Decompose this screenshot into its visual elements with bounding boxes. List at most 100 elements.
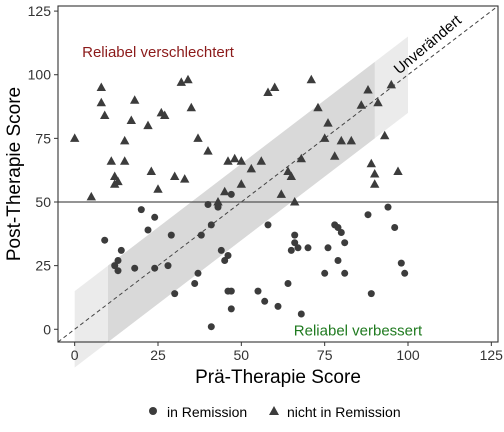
point-nicht-in-remission — [323, 118, 333, 127]
point-in-remission — [324, 244, 332, 252]
point-nicht-in-remission — [246, 163, 256, 173]
point-nicht-in-remission — [160, 110, 170, 119]
point-nicht-in-remission — [373, 97, 383, 107]
point-in-remission — [164, 262, 172, 270]
identity-line — [57, 5, 499, 343]
point-in-remission — [204, 201, 212, 208]
point-nicht-in-remission — [366, 158, 376, 168]
point-in-remission — [207, 323, 215, 331]
point-nicht-in-remission — [313, 102, 323, 112]
legend-circle-icon — [149, 407, 157, 415]
point-in-remission — [341, 269, 349, 277]
point-in-remission — [337, 229, 345, 236]
point-nicht-in-remission — [386, 79, 396, 89]
point-nicht-in-remission — [113, 176, 123, 186]
point-in-remission — [227, 305, 235, 313]
point-in-remission — [101, 236, 109, 244]
point-in-remission — [151, 264, 159, 272]
plot-border — [57, 5, 499, 343]
point-nicht-in-remission — [296, 153, 306, 163]
point-nicht-in-remission — [96, 82, 106, 91]
x-tick-label: 100 — [396, 347, 420, 363]
point-in-remission — [284, 280, 292, 287]
point-in-remission — [384, 203, 392, 211]
point-nicht-in-remission — [270, 82, 280, 91]
x-tick-label: 75 — [317, 347, 333, 363]
annotation-worsened: Reliabel verschlechtert — [82, 44, 235, 61]
point-nicht-in-remission — [120, 135, 130, 145]
point-nicht-in-remission — [186, 102, 196, 112]
point-in-remission — [291, 231, 299, 239]
point-in-remission — [191, 280, 199, 287]
point-in-remission — [227, 190, 235, 198]
point-nicht-in-remission — [290, 197, 300, 206]
point-in-remission — [304, 244, 312, 252]
data-points — [70, 74, 409, 331]
x-tick-label: 25 — [150, 347, 166, 363]
point-nicht-in-remission — [320, 133, 330, 142]
point-in-remission — [144, 226, 152, 234]
point-nicht-in-remission — [370, 179, 380, 188]
annotation-improved: Reliabel verbessert — [294, 323, 423, 340]
legend-label-nicht-in-remission: nicht in Remission — [287, 404, 401, 420]
point-in-remission — [287, 246, 295, 254]
x-tick-label: 0 — [71, 347, 79, 363]
point-in-remission — [217, 246, 225, 254]
point-nicht-in-remission — [346, 135, 356, 145]
point-in-remission — [391, 224, 399, 231]
y-tick-label: 0 — [43, 321, 51, 337]
point-in-remission — [117, 246, 125, 254]
point-in-remission — [397, 259, 405, 267]
point-in-remission — [367, 290, 375, 298]
x-axis-title: Prä-Therapie Score — [195, 367, 361, 388]
point-in-remission — [224, 252, 232, 259]
point-nicht-in-remission — [213, 197, 223, 206]
legend: in Remission nicht in Remission — [149, 404, 401, 420]
point-nicht-in-remission — [183, 74, 193, 84]
point-nicht-in-remission — [306, 74, 316, 84]
y-axis-title: Post-Therapie Score — [4, 87, 25, 261]
point-in-remission — [114, 267, 122, 275]
point-nicht-in-remission — [283, 166, 293, 175]
point-nicht-in-remission — [220, 186, 230, 196]
point-in-remission — [401, 269, 409, 277]
point-in-remission — [294, 244, 302, 252]
point-in-remission — [131, 264, 139, 272]
point-nicht-in-remission — [96, 97, 106, 107]
point-nicht-in-remission — [120, 156, 130, 165]
point-nicht-in-remission — [223, 156, 233, 165]
point-in-remission — [227, 287, 235, 295]
point-in-remission — [194, 269, 202, 277]
point-nicht-in-remission — [170, 171, 180, 180]
x-tick-label: 50 — [234, 347, 250, 363]
point-nicht-in-remission — [176, 77, 186, 86]
point-in-remission — [297, 310, 305, 318]
axes: 0 25 50 75 100 125 0 25 50 75 100 125 — [28, 3, 504, 363]
point-nicht-in-remission — [330, 151, 340, 160]
point-nicht-in-remission — [263, 87, 273, 96]
point-in-remission — [171, 290, 179, 298]
point-nicht-in-remission — [126, 115, 136, 124]
point-nicht-in-remission — [236, 156, 246, 165]
point-in-remission — [167, 231, 175, 239]
point-in-remission — [264, 221, 272, 229]
y-tick-label: 75 — [35, 130, 51, 146]
legend-label-in-remission: in Remission — [167, 404, 247, 420]
point-in-remission — [321, 269, 329, 277]
point-in-remission — [261, 297, 269, 305]
point-in-remission — [151, 213, 159, 221]
point-nicht-in-remission — [236, 179, 246, 188]
point-nicht-in-remission — [86, 191, 96, 201]
legend-triangle-icon — [269, 406, 279, 415]
point-nicht-in-remission — [70, 133, 80, 142]
point-nicht-in-remission — [193, 133, 203, 142]
point-in-remission — [291, 239, 299, 247]
point-in-remission — [274, 302, 282, 310]
point-in-remission — [254, 287, 262, 295]
point-nicht-in-remission — [336, 135, 346, 145]
point-nicht-in-remission — [143, 120, 153, 130]
point-nicht-in-remission — [370, 169, 380, 178]
point-nicht-in-remission — [230, 153, 240, 163]
point-in-remission — [221, 257, 229, 264]
